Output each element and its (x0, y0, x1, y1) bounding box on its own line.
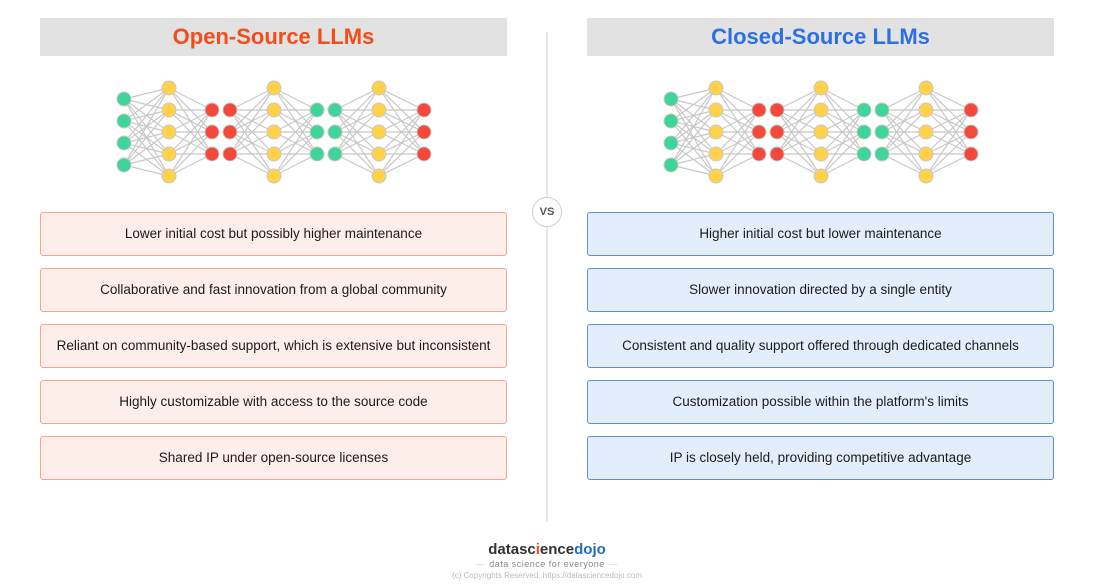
open-item: Shared IP under open-source licenses (40, 436, 507, 480)
footer: datasciencedojo data science for everyon… (0, 541, 1094, 580)
closed-item-list: Higher initial cost but lower maintenanc… (587, 212, 1054, 480)
closed-item: Customization possible within the platfo… (587, 380, 1054, 424)
open-header: Open-Source LLMs (40, 18, 507, 56)
open-item: Collaborative and fast innovation from a… (40, 268, 507, 312)
open-item-list: Lower initial cost but possibly higher m… (40, 212, 507, 480)
open-source-column: Open-Source LLMs Lower initial cost but … (0, 0, 547, 540)
closed-source-column: Closed-Source LLMs Higher initial cost b… (547, 0, 1094, 540)
center-divider (547, 32, 548, 522)
closed-network-diagram (587, 74, 1054, 192)
copyright-text: (c) Copyrights Reserved. https://datasci… (0, 571, 1094, 580)
open-network-diagram (40, 74, 507, 192)
brand-logo: datasciencedojo (0, 541, 1094, 558)
vs-badge: VS (532, 197, 562, 227)
brand-text-pre: data (488, 541, 519, 558)
closed-item: Higher initial cost but lower maintenanc… (587, 212, 1054, 256)
open-item: Highly customizable with access to the s… (40, 380, 507, 424)
closed-item: Consistent and quality support offered t… (587, 324, 1054, 368)
brand-text-post: ence (540, 541, 574, 558)
closed-item: IP is closely held, providing competitiv… (587, 436, 1054, 480)
closed-header: Closed-Source LLMs (587, 18, 1054, 56)
brand-text-mid: sc (519, 541, 536, 558)
closed-item: Slower innovation directed by a single e… (587, 268, 1054, 312)
open-item: Reliant on community-based support, whic… (40, 324, 507, 368)
brand-tagline: data science for everyone (0, 559, 1094, 569)
open-item: Lower initial cost but possibly higher m… (40, 212, 507, 256)
comparison-container: Open-Source LLMs Lower initial cost but … (0, 0, 1094, 540)
brand-tail: dojo (574, 541, 606, 558)
